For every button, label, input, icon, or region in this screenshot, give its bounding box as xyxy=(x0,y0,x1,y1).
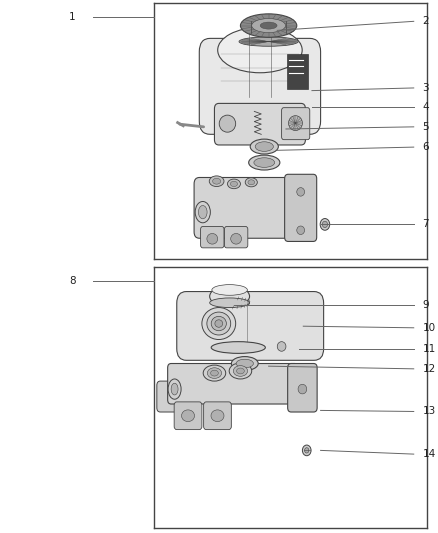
Ellipse shape xyxy=(210,286,250,307)
Text: 7: 7 xyxy=(422,219,429,229)
Ellipse shape xyxy=(229,363,252,379)
Ellipse shape xyxy=(240,14,297,37)
Ellipse shape xyxy=(207,233,218,244)
FancyBboxPatch shape xyxy=(224,227,248,248)
Ellipse shape xyxy=(255,142,273,151)
Ellipse shape xyxy=(231,233,241,244)
Ellipse shape xyxy=(297,188,304,196)
Text: 4: 4 xyxy=(422,102,429,111)
Ellipse shape xyxy=(250,139,279,154)
Ellipse shape xyxy=(211,342,265,353)
Ellipse shape xyxy=(297,226,304,235)
Text: 10: 10 xyxy=(422,323,435,333)
Ellipse shape xyxy=(231,357,258,370)
Ellipse shape xyxy=(212,285,247,295)
Ellipse shape xyxy=(207,368,222,378)
Ellipse shape xyxy=(219,115,236,132)
Ellipse shape xyxy=(211,316,226,330)
Ellipse shape xyxy=(171,383,178,395)
Text: 13: 13 xyxy=(422,407,436,416)
FancyBboxPatch shape xyxy=(201,227,224,248)
Ellipse shape xyxy=(207,312,231,335)
Text: 6: 6 xyxy=(422,142,429,152)
Ellipse shape xyxy=(302,445,311,456)
Text: 14: 14 xyxy=(422,449,436,459)
Ellipse shape xyxy=(251,25,286,36)
Ellipse shape xyxy=(260,22,277,29)
Ellipse shape xyxy=(289,116,302,131)
Ellipse shape xyxy=(298,384,307,394)
Ellipse shape xyxy=(245,178,258,187)
Text: 11: 11 xyxy=(422,344,436,354)
FancyBboxPatch shape xyxy=(287,54,307,89)
Ellipse shape xyxy=(248,180,254,185)
Ellipse shape xyxy=(218,27,302,73)
Ellipse shape xyxy=(252,19,286,33)
FancyBboxPatch shape xyxy=(174,402,202,430)
Ellipse shape xyxy=(210,298,250,308)
FancyBboxPatch shape xyxy=(204,402,231,430)
Ellipse shape xyxy=(239,37,298,46)
FancyBboxPatch shape xyxy=(157,381,190,412)
Ellipse shape xyxy=(254,158,275,167)
Text: 5: 5 xyxy=(422,122,429,132)
Ellipse shape xyxy=(215,320,223,327)
Ellipse shape xyxy=(198,205,207,219)
FancyBboxPatch shape xyxy=(285,174,317,241)
FancyBboxPatch shape xyxy=(282,108,310,140)
Ellipse shape xyxy=(168,379,181,399)
FancyBboxPatch shape xyxy=(177,292,324,360)
Ellipse shape xyxy=(202,308,236,340)
Text: 12: 12 xyxy=(422,364,436,374)
FancyBboxPatch shape xyxy=(215,103,305,145)
FancyBboxPatch shape xyxy=(199,38,321,134)
Ellipse shape xyxy=(195,201,210,223)
Text: 1: 1 xyxy=(69,12,76,22)
Ellipse shape xyxy=(236,359,254,368)
Text: 3: 3 xyxy=(422,83,429,93)
Ellipse shape xyxy=(230,181,237,187)
Ellipse shape xyxy=(209,176,224,187)
Text: 8: 8 xyxy=(69,277,76,286)
Ellipse shape xyxy=(181,410,194,422)
Ellipse shape xyxy=(322,221,328,228)
Ellipse shape xyxy=(211,410,224,422)
Ellipse shape xyxy=(211,370,219,376)
Ellipse shape xyxy=(212,178,221,184)
Text: 2: 2 xyxy=(422,17,429,26)
Ellipse shape xyxy=(249,155,280,170)
Ellipse shape xyxy=(227,179,240,189)
Ellipse shape xyxy=(277,342,286,351)
Ellipse shape xyxy=(233,366,247,376)
Text: 9: 9 xyxy=(422,300,429,310)
Ellipse shape xyxy=(203,365,226,381)
Ellipse shape xyxy=(320,219,330,230)
Ellipse shape xyxy=(237,368,244,374)
FancyBboxPatch shape xyxy=(288,364,317,412)
FancyBboxPatch shape xyxy=(194,177,289,238)
FancyBboxPatch shape xyxy=(168,364,298,404)
Ellipse shape xyxy=(304,448,309,453)
